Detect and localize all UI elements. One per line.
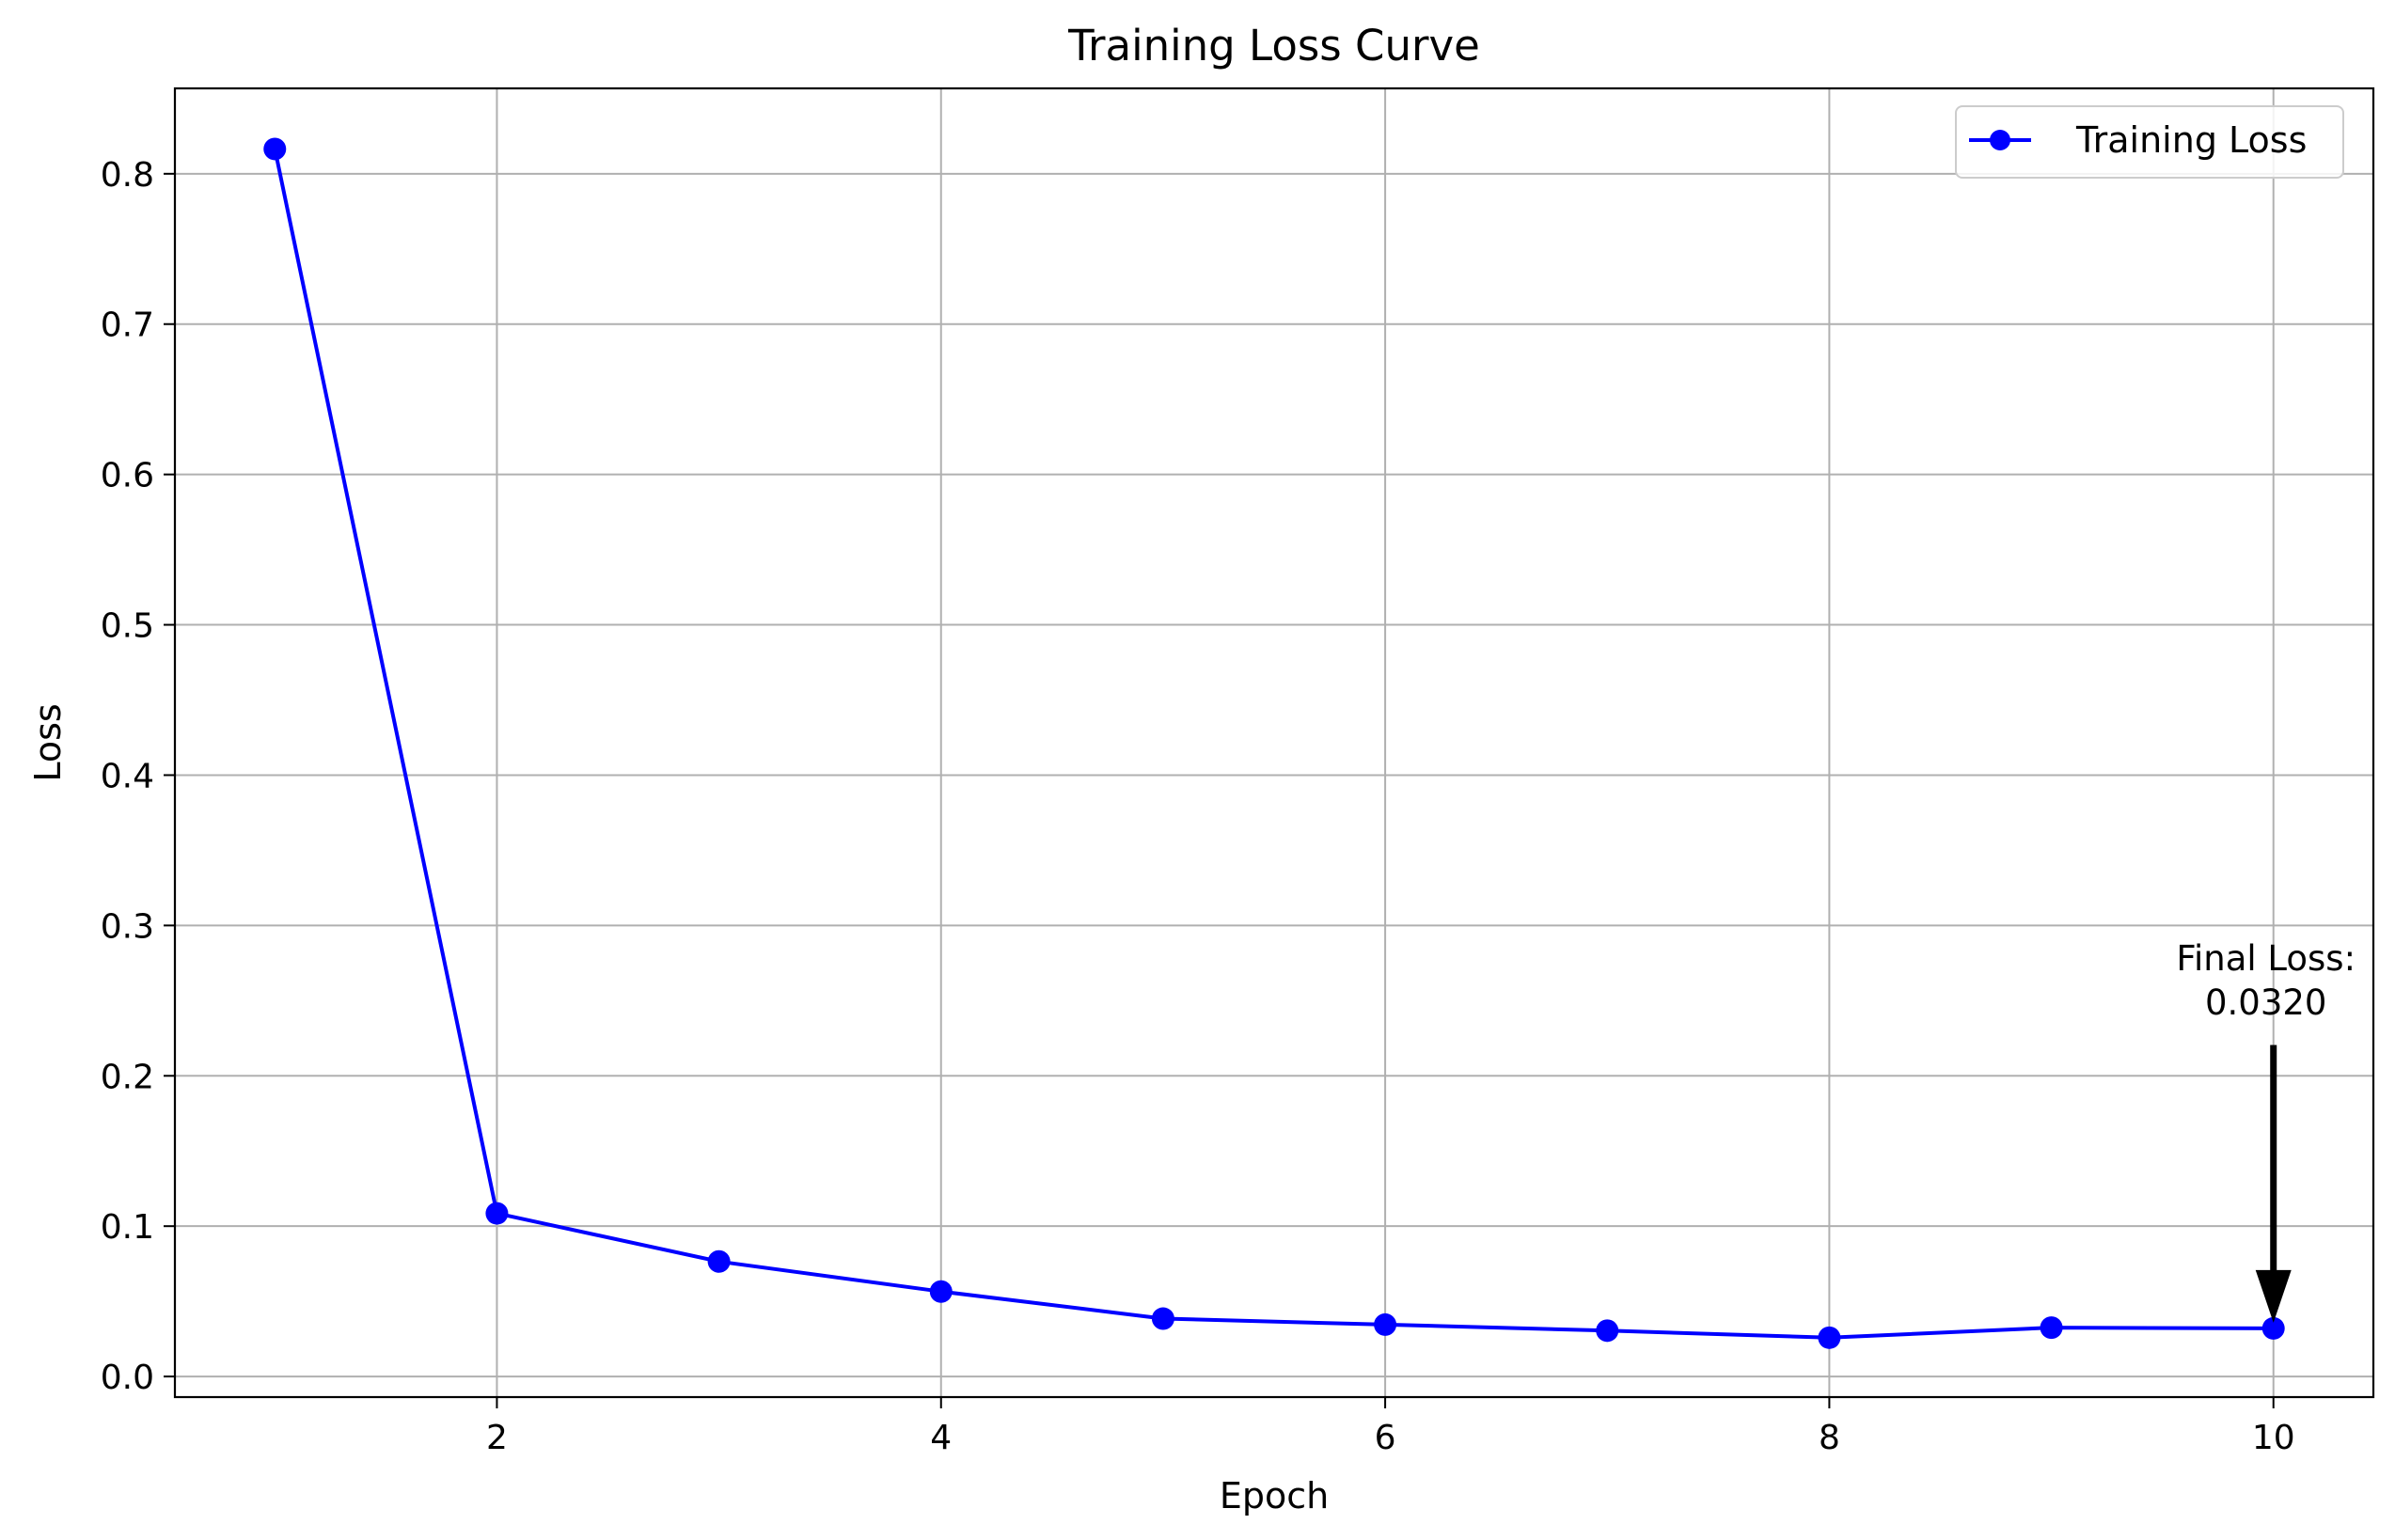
data-point xyxy=(485,1202,509,1225)
x-axis-ticks: 2 4 6 8 10 xyxy=(486,1397,2295,1457)
y-tick-label: 0.6 xyxy=(101,457,154,495)
x-tick-label: 8 xyxy=(1819,1419,1840,1457)
legend-box xyxy=(1955,105,2344,179)
data-point xyxy=(707,1249,731,1273)
y-tick-label: 0.7 xyxy=(101,306,154,345)
chart-title: Training Loss Curve xyxy=(1067,21,1480,71)
annotation-label-line2: 0.0320 xyxy=(2205,982,2326,1023)
data-point xyxy=(1151,1307,1174,1330)
annotation-arrow-head xyxy=(2255,1269,2292,1323)
series-training-loss xyxy=(263,137,2285,1349)
x-tick-label: 2 xyxy=(486,1419,508,1457)
legend-label: Training Loss xyxy=(2075,119,2307,161)
y-tick-label: 0.8 xyxy=(101,156,154,195)
y-tick-label: 0.3 xyxy=(101,907,154,946)
data-point xyxy=(2261,1316,2285,1340)
series-line xyxy=(273,148,2274,1340)
legend-marker-swatch xyxy=(1990,130,2010,150)
x-tick-label: 6 xyxy=(1375,1419,1396,1457)
data-point xyxy=(929,1280,953,1303)
data-point xyxy=(1374,1312,1397,1336)
x-tick-label: 10 xyxy=(2252,1419,2295,1457)
legend: Training Loss xyxy=(1955,105,2344,179)
annotation-label-line1: Final Loss: xyxy=(2176,938,2356,979)
final-loss-annotation: Final Loss: 0.0320 xyxy=(2176,938,2356,1323)
plot-area-frame xyxy=(173,86,2375,1399)
data-point xyxy=(1818,1326,1841,1349)
x-axis-label: Epoch xyxy=(1220,1475,1329,1516)
y-axis-ticks: 0.0 0.1 0.2 0.3 0.4 0.5 0.6 0.7 0.8 xyxy=(101,156,175,1397)
x-tick-label: 4 xyxy=(930,1419,952,1457)
data-point xyxy=(2040,1316,2063,1340)
y-tick-label: 0.1 xyxy=(101,1208,154,1247)
data-point xyxy=(1596,1319,1619,1343)
y-tick-label: 0.0 xyxy=(101,1359,154,1397)
y-tick-label: 0.2 xyxy=(101,1058,154,1096)
data-point xyxy=(263,137,287,161)
y-tick-label: 0.5 xyxy=(101,607,154,646)
y-axis-label: Loss xyxy=(27,703,69,781)
y-tick-label: 0.4 xyxy=(101,757,154,795)
